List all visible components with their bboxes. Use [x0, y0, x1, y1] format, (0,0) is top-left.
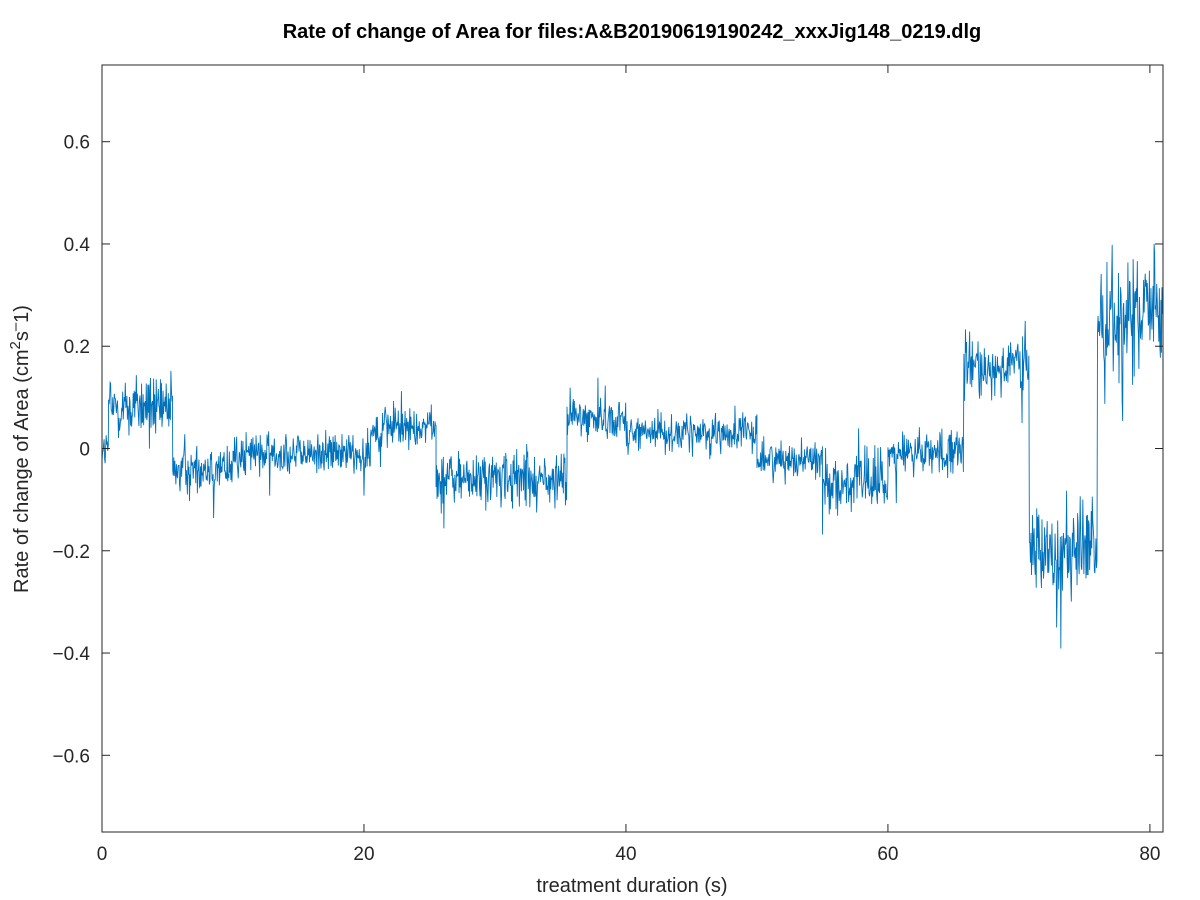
- y-axis-label-superscript-2: –: [7, 322, 24, 331]
- x-tick-label: 80: [1139, 844, 1160, 865]
- y-tick-label: −0.2: [52, 542, 90, 563]
- y-axis-label: Rate of change of Area (cm2s–1): [7, 305, 33, 593]
- y-axis-label-superscript-1: 2: [7, 341, 24, 349]
- y-axis-label-main: Rate of change of Area (cm: [11, 350, 33, 593]
- y-axis-label-mid: s: [11, 331, 33, 341]
- x-tick-label: 40: [615, 844, 636, 865]
- plot-frame: [101, 64, 1164, 833]
- y-tick-label: 0.2: [64, 337, 90, 358]
- y-tick-label: −0.4: [52, 644, 90, 665]
- x-tick-label: 20: [353, 844, 374, 865]
- x-tick-label: 60: [877, 844, 898, 865]
- y-tick-label: 0.4: [64, 235, 91, 256]
- x-axis-label: treatment duration (s): [536, 875, 727, 897]
- y-axis: −0.6 −0.4 −0.2 0 0.2 0.4 0.6: [52, 133, 1163, 767]
- chart-title: Rate of change of Area for files:A&B2019…: [283, 21, 982, 43]
- y-tick-label: 0: [79, 440, 90, 461]
- y-tick-label: −0.6: [52, 746, 90, 767]
- y-tick-label: 0.6: [64, 133, 90, 154]
- x-axis: 0 20 40 60 80: [97, 65, 1160, 865]
- x-tick-label: 0: [97, 844, 108, 865]
- series-line: [102, 243, 1163, 649]
- y-axis-label-end: 1): [11, 305, 33, 323]
